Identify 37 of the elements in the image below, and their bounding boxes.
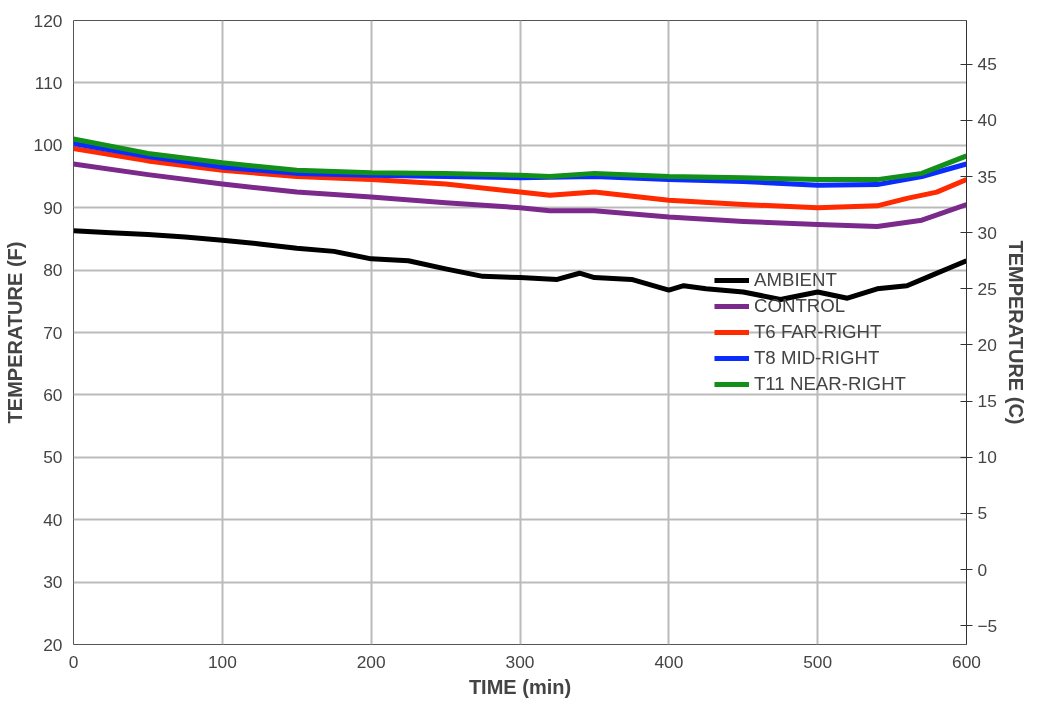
y-tick-label: 120: [33, 10, 63, 31]
y2-tick-label: 40: [977, 110, 997, 131]
legend-label: CONTROL: [753, 295, 846, 317]
x-tick-label: 600: [952, 651, 981, 672]
x-tick-label: 300: [505, 651, 535, 672]
y-tick-label: 100: [33, 135, 63, 156]
y2-tick-label: 20: [977, 334, 997, 355]
y2-axis-title: TEMPERATURE (C): [1005, 240, 1028, 425]
y2-tick-label: 15: [977, 391, 997, 412]
x-tick-label: 100: [207, 651, 237, 672]
legend-label: T8 MID-RIGHT: [753, 347, 880, 369]
y-tick-label: 70: [43, 322, 63, 343]
y-tick-label: 80: [43, 260, 63, 281]
y2-tick-label: 30: [977, 222, 997, 243]
x-tick-label: 400: [654, 651, 684, 672]
y-tick-label: 50: [43, 447, 63, 468]
x-tick-label: 500: [803, 651, 833, 672]
y2-tick-label: 5: [977, 503, 988, 524]
y-tick-label: 40: [43, 509, 63, 530]
y2-tick-label: −5: [977, 615, 998, 636]
y2-tick-label: 45: [977, 54, 997, 75]
legend-label: T6 FAR-RIGHT: [753, 321, 882, 343]
y-tick-label: 60: [43, 384, 63, 405]
y-tick-label: 90: [43, 197, 63, 218]
y-tick-label: 20: [43, 634, 63, 655]
y2-tick-label: 10: [977, 447, 997, 468]
y-tick-label: 30: [43, 572, 63, 593]
legend-label: AMBIENT: [753, 269, 837, 291]
y2-tick-label: 35: [977, 166, 997, 187]
x-axis-title: TIME (min): [468, 675, 572, 698]
y2-tick-label: 25: [977, 278, 997, 299]
x-tick-label: 0: [68, 651, 79, 672]
y2-tick-label: 0: [977, 559, 988, 580]
y-axis-title: TEMPERATURE (F): [3, 241, 26, 424]
legend-label: T11 NEAR-RIGHT: [753, 373, 906, 395]
y-tick-label: 110: [34, 72, 63, 93]
x-tick-label: 200: [356, 651, 386, 672]
